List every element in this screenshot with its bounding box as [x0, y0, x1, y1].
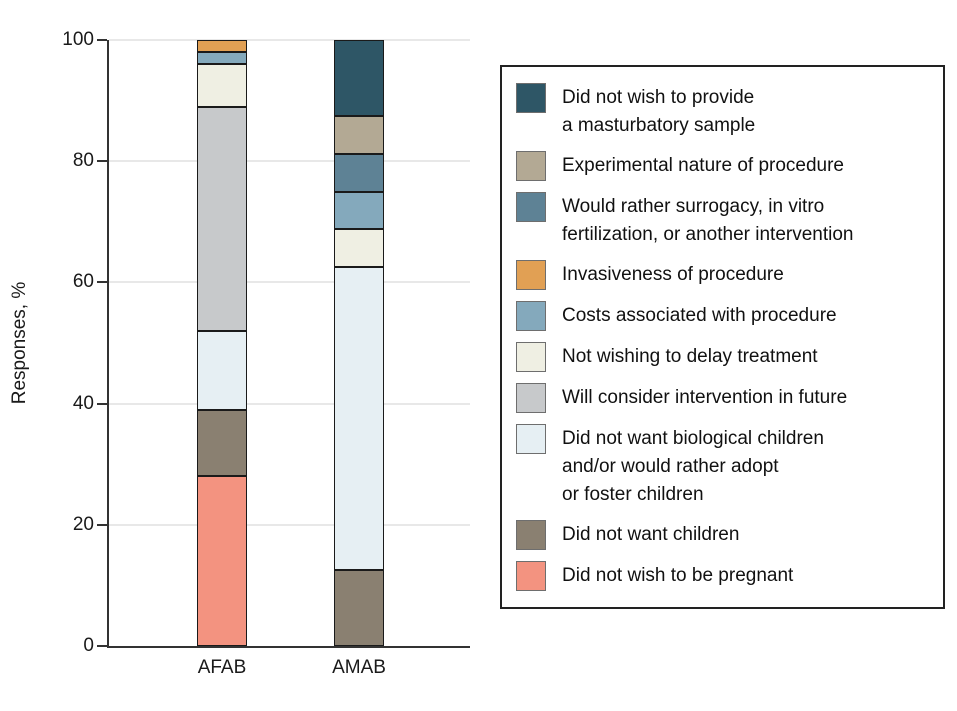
legend-item: Not wishing to delay treatment [516, 342, 931, 372]
legend-swatch-icon [516, 383, 546, 413]
legend-item-label: Not wishing to delay treatment [562, 346, 818, 367]
y-tick-mark [97, 645, 107, 647]
y-tick-mark [97, 523, 107, 526]
legend-item: Did not want children [516, 520, 931, 550]
bar-segment [197, 409, 247, 477]
bar-segment [197, 64, 247, 107]
legend-item-label: Will consider intervention in future [562, 387, 848, 408]
legend-item: Did not wish to provide a masturbatory s… [516, 83, 931, 140]
legend-swatch-icon [516, 342, 546, 372]
y-tick-label: 0 [83, 635, 94, 656]
legend-item: Did not want biological children and/or … [516, 424, 931, 509]
bar-segment [334, 153, 384, 192]
gridline [109, 281, 470, 284]
y-tick-mark [97, 281, 107, 284]
gridline [109, 39, 470, 41]
bar-segment [334, 40, 384, 116]
y-tick-mark [97, 39, 107, 41]
legend-item: Will consider intervention in future [516, 383, 931, 413]
bar-segment [334, 229, 384, 268]
bar-segment [334, 191, 384, 230]
legend-swatch-icon [516, 301, 546, 331]
y-tick-mark [97, 160, 107, 163]
legend-item-label: Did not want biological children and/or … [562, 428, 824, 505]
legend-item: Did not wish to be pregnant [516, 561, 931, 591]
bar-segment [197, 40, 247, 53]
legend-item-label: Would rather surrogacy, in vitro fertili… [562, 196, 854, 245]
legend: Did not wish to provide a masturbatory s… [500, 65, 945, 609]
gridline [109, 402, 470, 405]
bar-segment [197, 330, 247, 410]
legend-item: Invasiveness of procedure [516, 260, 931, 290]
gridline [109, 160, 470, 163]
legend-item-label: Costs associated with procedure [562, 305, 837, 326]
legend-item-label: Did not want children [562, 524, 740, 545]
y-axis-line [107, 40, 109, 648]
y-tick-label: 20 [72, 513, 94, 535]
bar-segment [334, 570, 384, 646]
legend-swatch-icon [516, 192, 546, 222]
legend-item-label: Experimental nature of procedure [562, 155, 844, 176]
bar-segment [197, 52, 247, 65]
y-tick-label: 80 [72, 150, 94, 172]
legend-swatch-icon [516, 424, 546, 454]
legend-item-label: Did not wish to provide a masturbatory s… [562, 87, 756, 136]
legend-item: Experimental nature of procedure [516, 151, 931, 181]
y-tick-label: 60 [72, 271, 94, 293]
legend-item-label: Did not wish to be pregnant [562, 565, 794, 586]
bar-segment [334, 115, 384, 154]
legend-swatch-icon [516, 520, 546, 550]
x-tick-label: AFAB [197, 657, 247, 678]
bar-segment [197, 106, 247, 331]
legend-swatch-icon [516, 561, 546, 591]
legend-swatch-icon [516, 151, 546, 181]
legend-swatch-icon [516, 83, 546, 113]
legend-item: Would rather surrogacy, in vitro fertili… [516, 192, 931, 249]
y-tick-label: 100 [62, 29, 94, 50]
gridline [109, 523, 470, 526]
y-tick-label: 40 [72, 392, 94, 414]
bar-segment [334, 267, 384, 571]
legend-swatch-icon [516, 260, 546, 290]
y-tick-mark [97, 402, 107, 405]
legend-item: Costs associated with procedure [516, 301, 931, 331]
bar-segment [197, 476, 247, 646]
legend-item-label: Invasiveness of procedure [562, 264, 784, 285]
x-tick-label: AMAB [332, 657, 386, 678]
x-axis-line [107, 646, 470, 648]
